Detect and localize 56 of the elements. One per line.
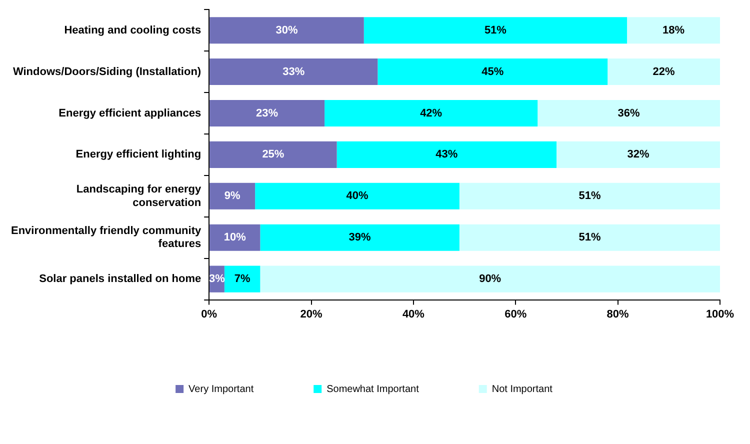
bar — [260, 266, 720, 292]
x-tick-label: 60% — [504, 308, 527, 320]
bar — [210, 17, 364, 44]
y-tick-label: Energy efficient appliances — [58, 107, 202, 120]
legend-label: Not Important — [492, 384, 553, 395]
bar — [627, 17, 720, 44]
y-tick-label: Heating and cooling costs — [64, 24, 202, 36]
bar — [608, 58, 720, 86]
bar — [210, 58, 378, 86]
data-label: 39% — [348, 232, 372, 244]
data-label: 43% — [436, 148, 458, 161]
x-tick-label: 20% — [300, 308, 322, 320]
y-tick-label: Windows/Doors/Siding (Installation) — [12, 66, 202, 78]
data-label: 22% — [652, 66, 676, 78]
data-label: 33% — [282, 66, 305, 78]
bar — [336, 141, 557, 168]
legend-label: Somewhat Important — [326, 384, 420, 395]
bar — [364, 17, 628, 44]
y-tick-label: Environmentally friendly community features — [11, 225, 202, 250]
data-label: 10% — [224, 232, 246, 244]
bar — [324, 100, 538, 127]
data-label: 42% — [420, 107, 442, 120]
x-tick-label: 80% — [606, 308, 630, 320]
x-tick-label: 0% — [201, 308, 218, 320]
data-label: 25% — [262, 148, 284, 161]
data-label: 90% — [479, 273, 502, 286]
data-label: 32% — [627, 148, 650, 161]
bar — [378, 58, 608, 86]
data-label: 51% — [484, 24, 507, 36]
x-tick-label: 100% — [706, 308, 734, 320]
y-tick-label: Landscaping for energy conservation — [76, 184, 202, 209]
bar — [459, 224, 720, 251]
bar — [224, 266, 260, 292]
data-label: 36% — [618, 107, 640, 120]
bar — [210, 224, 260, 251]
data-label: 51% — [578, 190, 601, 202]
bar — [210, 100, 325, 127]
data-label: 45% — [482, 66, 504, 78]
data-label: 9% — [224, 190, 240, 202]
data-label: 7% — [234, 273, 250, 286]
x-tick-label: 40% — [402, 308, 425, 320]
bar — [210, 182, 256, 210]
bar — [260, 224, 460, 251]
data-label: 18% — [662, 24, 685, 36]
y-tick-label: Solar panels installed on home — [39, 273, 202, 286]
data-label: 30% — [276, 24, 298, 36]
data-label: 51% — [578, 232, 601, 244]
bar — [210, 141, 337, 168]
bar — [538, 100, 720, 127]
bar — [459, 182, 720, 210]
bar — [556, 141, 720, 168]
bar — [255, 182, 460, 210]
legend-label: Very Important — [188, 384, 254, 395]
data-label: 40% — [346, 190, 368, 202]
y-tick-label: Energy efficient lighting — [76, 148, 202, 161]
data-label: 23% — [256, 107, 278, 120]
